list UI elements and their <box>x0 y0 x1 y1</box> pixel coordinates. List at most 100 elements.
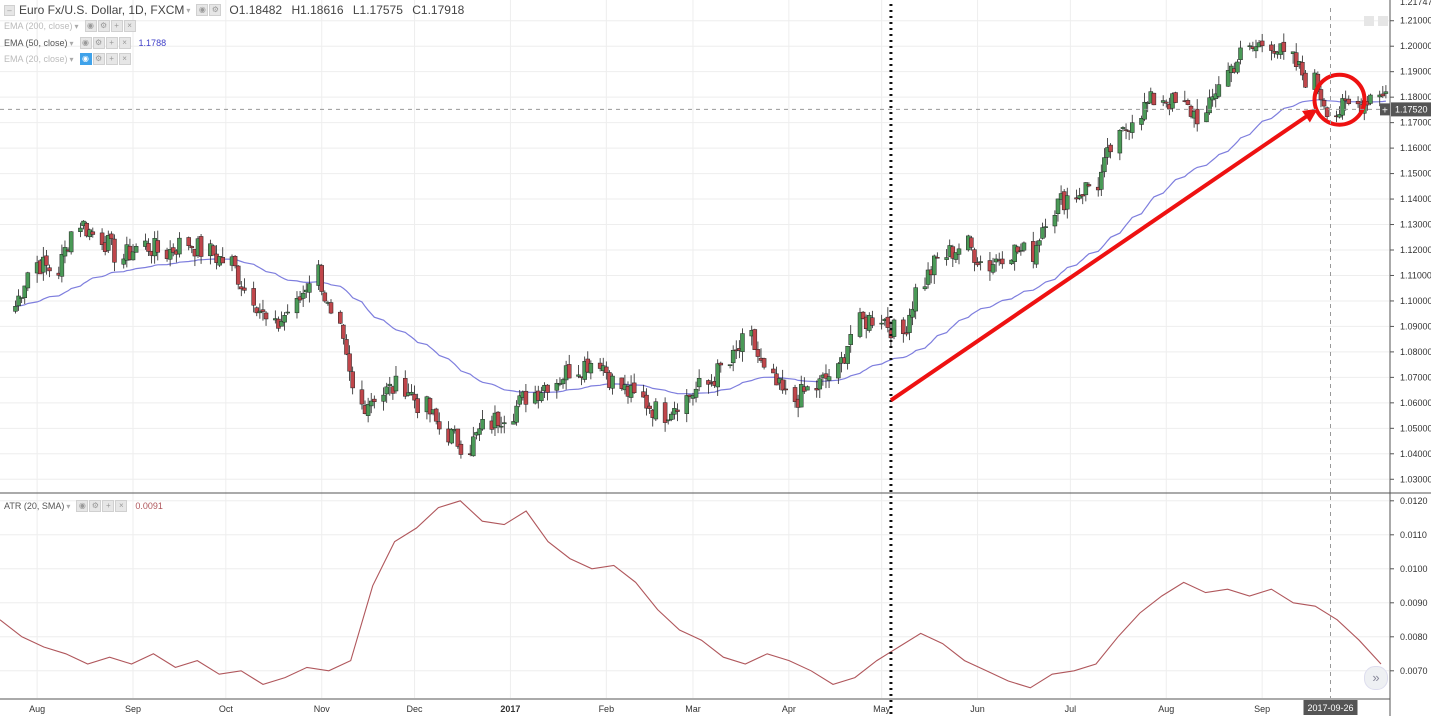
candle-body <box>1009 259 1014 265</box>
plus-icon[interactable]: + <box>105 53 118 65</box>
chevron-down-icon[interactable]: ▾ <box>74 21 79 31</box>
candle-body <box>631 382 637 394</box>
candle-body <box>1164 101 1169 104</box>
candle-body <box>1105 147 1110 158</box>
candle-body <box>62 247 68 257</box>
ema200-legend: EMA (200, close) ▾ ◉ ⚙ + × <box>4 20 136 32</box>
candle-body <box>511 421 516 425</box>
plus-icon[interactable]: + <box>105 37 118 49</box>
plus-icon[interactable]: + <box>102 500 115 512</box>
symbol-title: Euro Fx/U.S. Dollar, 1D, FXCM <box>19 3 185 17</box>
current-price-value: 1.17520 <box>1395 104 1428 114</box>
time-tick-label: Mar <box>685 704 701 714</box>
chevron-down-icon[interactable]: ▾ <box>69 54 74 64</box>
candle-body <box>1012 244 1017 262</box>
candle-body <box>254 307 260 314</box>
price-tick-label: 1.07000 <box>1400 372 1431 382</box>
settings-icon[interactable]: ⚙ <box>89 500 102 512</box>
settings-icon[interactable]: ⚙ <box>92 53 105 65</box>
candle-body <box>684 395 690 414</box>
close-icon[interactable]: × <box>118 37 131 49</box>
candle-body <box>901 319 906 334</box>
candle-body <box>44 255 49 266</box>
time-tick-label: Sep <box>1254 704 1270 714</box>
candle-body <box>1142 101 1147 120</box>
time-tick-label: Jul <box>1065 704 1077 714</box>
eye-icon[interactable]: ◉ <box>79 37 92 49</box>
candle-body <box>384 386 389 395</box>
top-price-label: 1.21747 <box>1400 0 1431 7</box>
candle-body <box>365 404 371 416</box>
scroll-to-latest-button[interactable]: » <box>1364 666 1388 690</box>
candle-body <box>1037 240 1042 246</box>
collapse-icon[interactable]: – <box>4 4 15 16</box>
eye-icon[interactable]: ◉ <box>196 4 209 16</box>
candle-body <box>1083 182 1089 196</box>
eye-icon[interactable]: ◉ <box>79 53 92 65</box>
chevron-down-icon[interactable]: ▾ <box>66 501 71 511</box>
candle-body <box>956 248 962 255</box>
plus-icon[interactable]: + <box>110 20 123 32</box>
candle-body <box>755 349 761 357</box>
candle-body <box>783 388 789 391</box>
close-icon[interactable]: × <box>123 20 136 32</box>
price-tick-label: 1.15000 <box>1400 169 1431 179</box>
candle-body <box>1043 226 1048 228</box>
candle-body <box>761 358 767 368</box>
candle-body <box>186 237 191 247</box>
candle-body <box>665 419 671 422</box>
candle-body <box>1368 94 1373 104</box>
candle-body <box>403 378 408 397</box>
candle-body <box>931 255 937 276</box>
candle-body <box>730 349 736 364</box>
candle-body <box>242 287 247 291</box>
price-tick-label: 1.14000 <box>1400 194 1431 204</box>
candle-body <box>1055 198 1061 214</box>
atr-tick-label: 0.0090 <box>1400 598 1428 608</box>
candle-body <box>990 264 996 273</box>
candle-body <box>13 306 18 312</box>
candle-body <box>322 292 328 302</box>
close-icon[interactable]: × <box>118 53 131 65</box>
candle-body <box>1293 52 1299 67</box>
close-icon[interactable]: × <box>115 500 128 512</box>
candle-body <box>718 362 724 366</box>
candle-body <box>662 402 668 423</box>
candle-body <box>372 398 377 402</box>
candle-body <box>1052 214 1058 227</box>
candle-body <box>415 398 420 414</box>
candle-body <box>1120 127 1126 129</box>
candle-body <box>1151 92 1157 106</box>
ema200-label: EMA (200, close) <box>4 21 73 31</box>
chevron-down-icon[interactable]: ▾ <box>186 5 191 15</box>
price-tick-label: 1.06000 <box>1400 398 1431 408</box>
price-tick-label: 1.12000 <box>1400 245 1431 255</box>
settings-icon[interactable]: ⚙ <box>209 4 222 16</box>
candle-body <box>675 409 680 412</box>
red-arrow-shaft <box>889 106 1319 402</box>
window-button[interactable] <box>1378 16 1388 26</box>
time-tick-label: Feb <box>599 704 615 714</box>
candle-body <box>232 255 238 267</box>
chevron-down-icon[interactable]: ▾ <box>69 38 74 48</box>
candle-body <box>715 363 720 388</box>
candle-body <box>347 353 352 372</box>
eye-icon[interactable]: ◉ <box>76 500 89 512</box>
candle-body <box>285 311 290 314</box>
window-button[interactable] <box>1364 16 1374 26</box>
eye-icon[interactable]: ◉ <box>84 20 97 32</box>
time-tick-label: Oct <box>219 704 234 714</box>
candle-body <box>588 363 594 374</box>
candle-body <box>1324 107 1330 117</box>
settings-icon[interactable]: ⚙ <box>97 20 110 32</box>
candle-body <box>501 422 507 425</box>
price-tick-label: 1.09000 <box>1400 321 1431 331</box>
candle-body <box>860 311 866 319</box>
candle-body <box>381 394 386 402</box>
settings-icon[interactable]: ⚙ <box>92 37 105 49</box>
atr-tick-label: 0.0110 <box>1400 530 1427 540</box>
candle-body <box>344 339 349 355</box>
candle-body <box>47 267 52 272</box>
